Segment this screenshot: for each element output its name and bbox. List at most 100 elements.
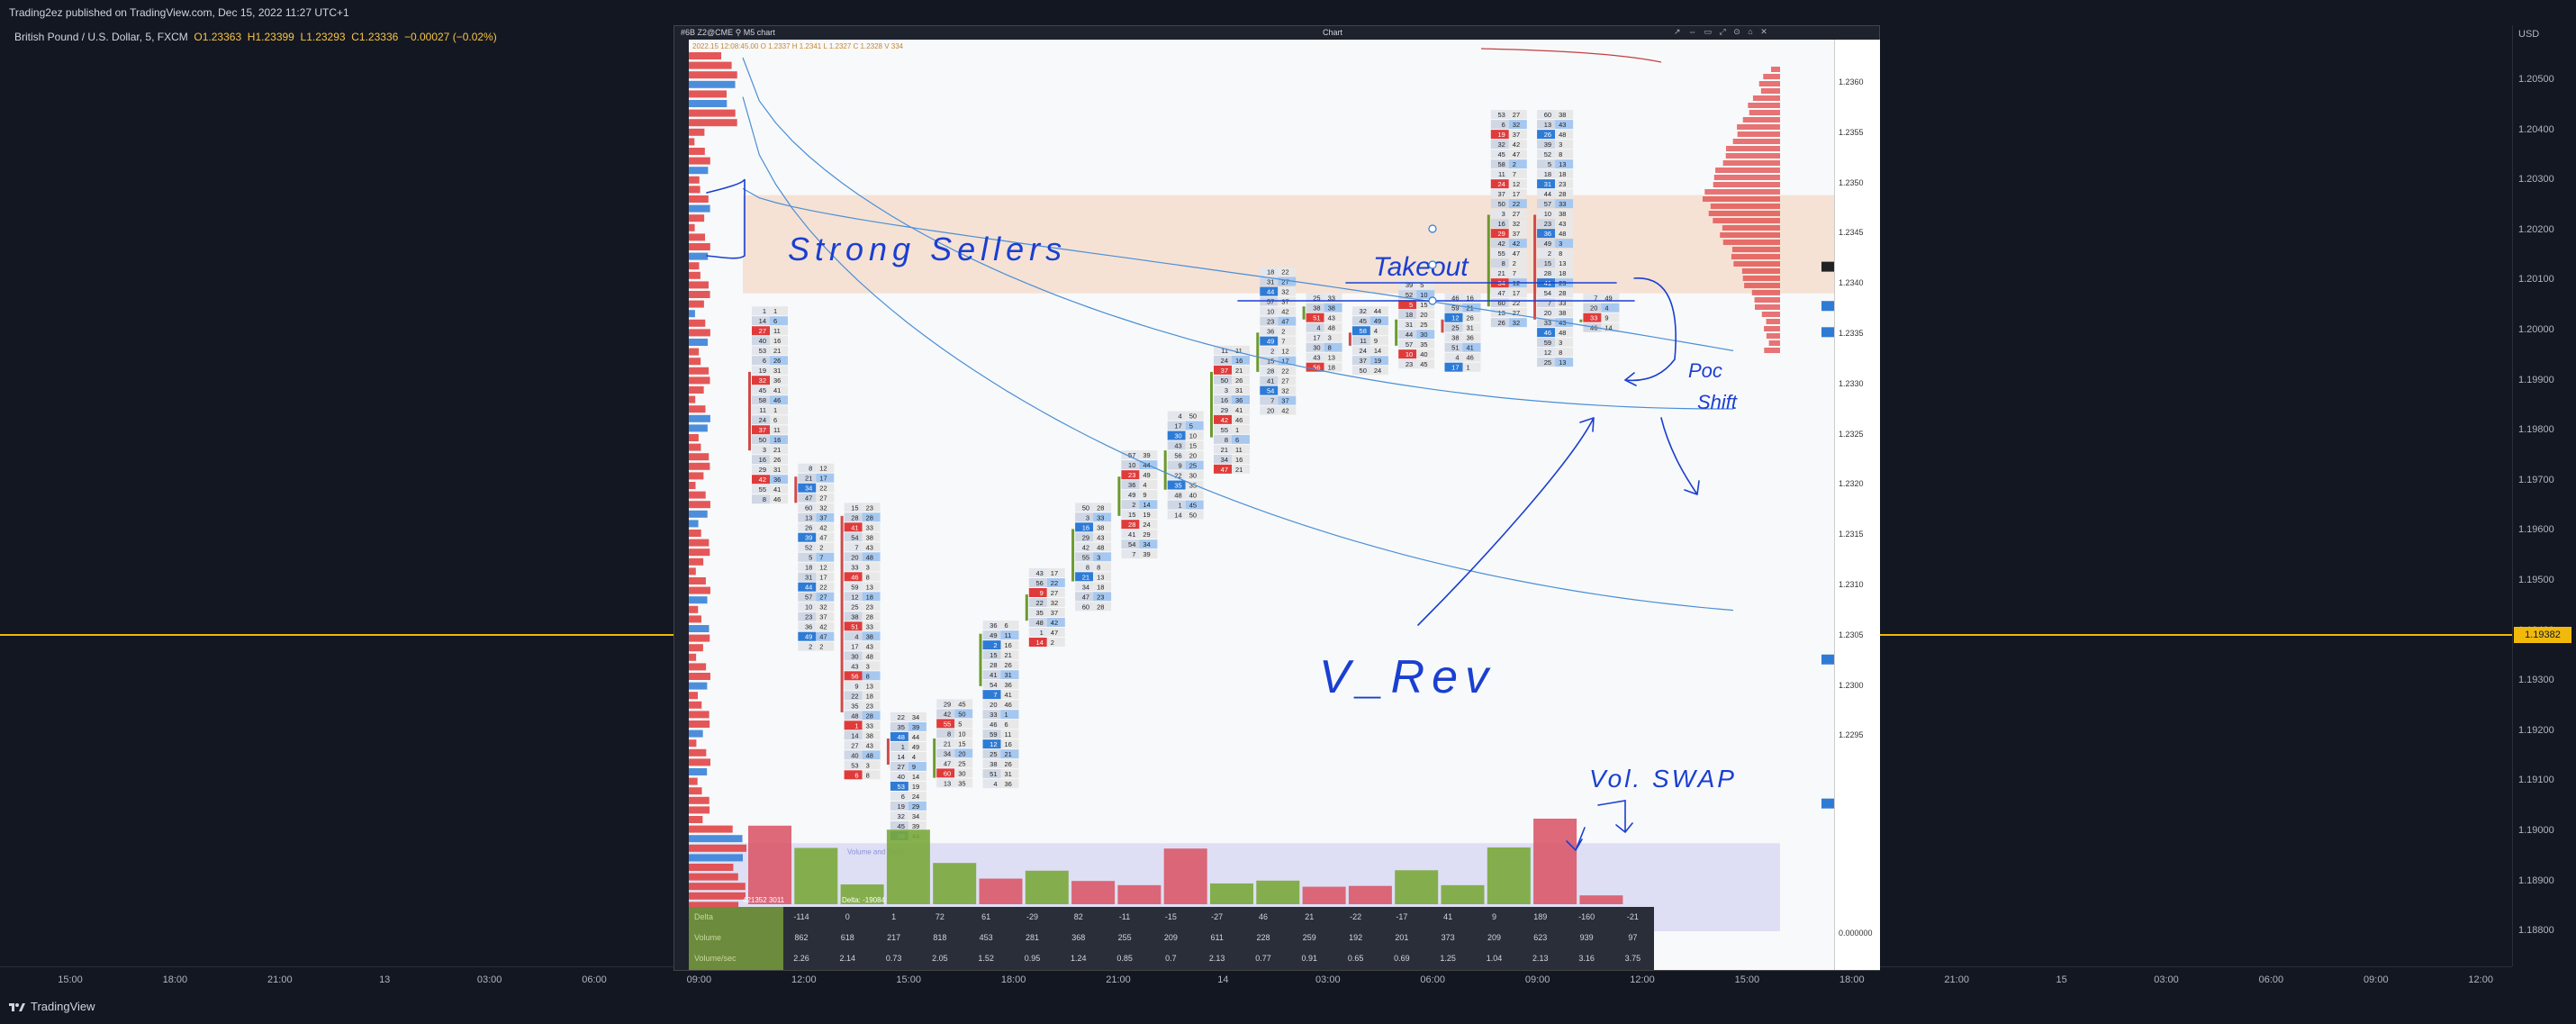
footprint-ask-value: 2 [819,643,823,651]
footprint-bid-cell [752,336,770,346]
time-tick: 15 [2056,974,2067,985]
tradingview-logo[interactable]: TradingView [9,1000,95,1013]
price-tick: 1.19600 [2518,524,2554,536]
footprint-ask-cell [816,552,835,562]
footprint-bid-cell [1490,219,1509,229]
footprint-bid-value: 29 [1082,533,1089,541]
footprint-bid-cell [982,710,1001,720]
footprint-ask-cell [1000,729,1019,739]
footprint-ask-value: 30 [958,769,965,777]
footprint-plot[interactable]: 2022.15 12:08:45.00 O 1.2337 H 1.2341 L … [689,40,1834,970]
footprint-ask-value: 28 [1097,603,1104,611]
footprint-ask-cell [1555,120,1574,130]
footprint-ask-value: 11 [773,327,781,335]
symbol-legend[interactable]: British Pound / U.S. Dollar, 5, FXCM O1.… [14,31,497,43]
footprint-ask-value: 31 [773,367,781,375]
footprint-bid-value: 33 [851,563,858,571]
footprint-bid-cell [752,376,770,385]
left-profile-bar [689,854,743,862]
footprint-ask-cell [862,562,881,572]
right-profile-bar [1742,276,1780,281]
footprint-ask-value: 8 [1328,344,1332,352]
footprint-bid-value: 8 [1225,436,1228,444]
right-profile-bar [1763,74,1780,79]
footprint-bid-cell [1583,293,1602,303]
footprint-ask-cell [862,592,881,602]
footprint-ask-cell [862,730,881,740]
stats-cell: 1.04 [1486,954,1503,963]
footprint-bid-value: 40 [759,337,766,345]
price-axis[interactable]: USD 1.20500 1.20400 1.20300 1.20200 1.20100 1… [2512,25,2576,966]
left-profile-bar [689,729,703,738]
left-profile-bar [689,424,708,432]
footprint-ask-value: 43 [866,642,873,650]
footprint-bid-cell [1444,362,1463,372]
footprint-ask-cell [1416,340,1435,349]
footprint-ask-value: 23 [866,702,873,710]
moving-average-line [742,57,1733,410]
footprint-bid-cell [1537,150,1556,159]
left-profile-bar [689,720,710,728]
inner-price-tick: 1.2310 [1839,580,1864,589]
footprint-bid-value: 41 [1128,530,1135,539]
footprint-ask-value: 47 [1051,629,1058,637]
footprint-ask-cell [908,721,926,731]
inner-price-axis[interactable]: 1.2360 1.2355 1.2350 1.2345 1.2340 1.2335 1.23… [1834,40,1880,970]
stats-cell: 72 [935,912,945,921]
footprint-bid-value: 1 [901,743,905,751]
footprint-bid-cell [936,768,955,778]
inner-window-tools[interactable]: ↗ ⇔ ▭ ⤢ ⊙ ⌂ ✕ [1674,27,1770,36]
footprint-ask-value: 28 [866,513,873,521]
footprint-bid-cell [1490,130,1509,140]
footprint-ask-cell [1555,179,1574,189]
footprint-bid-cell [1490,140,1509,150]
footprint-bid-value: 30 [1313,344,1320,352]
footprint-bid-cell [982,729,1001,739]
footprint-bid-value: 36 [990,621,997,630]
footprint-bid-value: 25 [1451,324,1459,332]
footprint-bid-value: 46 [1590,324,1597,332]
footprint-bid-value: 12 [851,593,858,601]
footprint-bid-cell [1537,179,1556,189]
footprint-bid-cell [844,602,863,612]
footprint-bid-value: 19 [759,367,766,375]
footprint-ask-cell [1555,110,1574,120]
footprint-bid-cell [844,681,863,691]
footprint-bid-value: 59 [1451,304,1459,313]
left-profile-bar [689,443,701,451]
footprint-ask-cell [1000,720,1019,729]
footprint-bid-value: 11 [1360,337,1367,345]
inner-left-toolbar[interactable] [674,40,689,970]
footprint-ask-cell [816,631,835,641]
candle-body [933,739,936,778]
footprint-bid-cell [1075,582,1094,592]
time-tick: 21:00 [1944,974,1969,985]
footprint-bid-value: 7 [1270,397,1274,405]
footprint-ask-value: 4 [1604,304,1608,313]
price-tick: 1.19000 [2518,825,2554,836]
footprint-bid-cell [844,730,863,740]
footprint-ask-cell [770,395,788,405]
footprint-bid-cell [1490,189,1509,199]
price-tick: 1.19500 [2518,575,2554,585]
footprint-bid-value: 16 [759,456,766,464]
left-profile-bar [689,376,710,385]
footprint-ask-value: 20 [958,749,965,757]
footprint-bid-value: 33 [1590,314,1597,322]
footprint-ask-value: 21 [1235,466,1243,474]
left-profile-bar [689,711,710,719]
footprint-ask-cell [1462,313,1481,322]
time-tick: 12:00 [2468,974,2493,985]
footprint-ask-cell [1139,520,1158,530]
candle-body [1533,214,1537,320]
footprint-bid-value: 4 [854,632,858,640]
footprint-ask-cell [1046,628,1065,637]
footprint-chart-window[interactable]: #6B Z2@CME ⚲ M5 chart Chart ↗ ⇔ ▭ ⤢ ⊙ ⌂ … [673,25,1880,971]
stats-cell: -27 [1211,912,1224,921]
footprint-ask-cell [1324,322,1342,332]
footprint-bid-value: 60 [805,504,812,512]
footprint-ask-cell [1139,480,1158,490]
stats-cell: 281 [1025,933,1040,942]
footprint-ask-cell [816,493,835,503]
stats-cell: 61 [981,912,991,921]
